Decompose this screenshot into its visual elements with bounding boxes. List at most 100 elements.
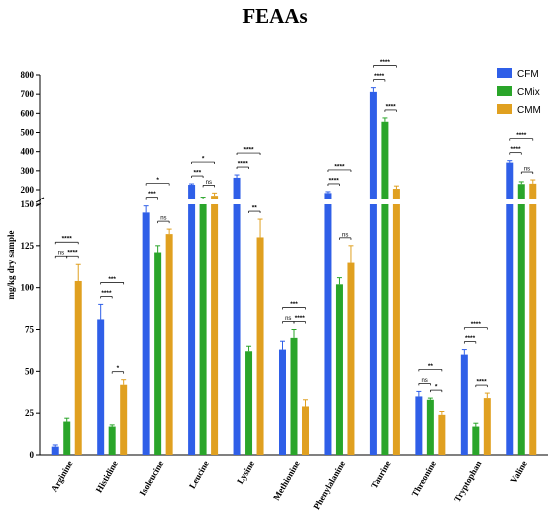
x-tick-label-histidine: Histidine: [94, 459, 120, 494]
bar-cmm-taurine: [392, 189, 400, 455]
significance-label: ***: [108, 276, 116, 283]
significance-label: ****: [101, 290, 112, 297]
significance-label: ns: [285, 316, 291, 322]
y-tick-label: 200: [21, 185, 35, 195]
significance-label: ns: [160, 216, 166, 222]
significance-label: ****: [243, 147, 254, 154]
bar-cmm-methionine: [302, 406, 309, 455]
y-tick-label: 700: [21, 89, 35, 99]
bar-cmm-phenylalanine: [347, 262, 355, 455]
significance-label: ****: [238, 161, 249, 168]
x-tick-label-methionine: Methionine: [271, 459, 302, 502]
significance-label: ****: [380, 59, 391, 66]
x-tick-label-isoleucine: Isoleucine: [137, 459, 165, 497]
significance-label: ****: [465, 335, 476, 342]
significance-annotations: ns *******************ns****ns***********…: [54, 59, 534, 393]
bar-cfm-taurine: [369, 91, 377, 455]
bar-cfm-leucine: [188, 185, 196, 455]
significance-label: ****: [62, 236, 73, 243]
significance-label: ****: [329, 177, 340, 184]
bar-cmm-histidine: [120, 384, 128, 455]
y-tick-label: 100: [21, 283, 35, 293]
y-tick-label: 25: [25, 408, 35, 418]
significance-label: ****: [67, 250, 78, 257]
significance-label: ***: [148, 191, 156, 198]
bar-cmix-lysine: [245, 351, 253, 455]
y-tick-label: 75: [25, 325, 35, 335]
y-tick-label: 600: [21, 108, 35, 118]
significance-label: ****: [374, 73, 385, 80]
bar-cfm-methionine: [279, 349, 286, 455]
bar-cmix-valine: [517, 184, 525, 455]
axis-break-mark: [35, 197, 45, 203]
bar-cmix-histidine: [108, 426, 116, 455]
bar-cfm-phenylalanine: [324, 193, 332, 456]
significance-label: *: [435, 384, 438, 391]
significance-label: ns: [206, 180, 212, 186]
y-tick-label: 500: [21, 128, 35, 138]
bar-cfm-lysine: [233, 177, 241, 456]
chart-title: FEAAs: [242, 4, 307, 28]
significance-label: ****: [471, 321, 482, 328]
x-tick-label-arginine: Arginine: [49, 459, 75, 493]
y-tick-label: 50: [25, 366, 35, 376]
x-tick-label-phenylalanine: Phenylalanine: [311, 459, 347, 511]
legend: CFM CMix CMM: [497, 68, 541, 116]
x-tick-label-leucine: Leucine: [187, 459, 211, 490]
bar-cmm-lysine: [256, 237, 264, 455]
bar-cmm-leucine: [211, 196, 219, 455]
significance-label: **: [252, 205, 258, 212]
x-tick-label-threonine: Threonine: [410, 459, 439, 499]
bar-cfm-tryptophan: [460, 354, 468, 455]
significance-label: ****: [477, 379, 488, 386]
significance-label: *: [202, 156, 205, 163]
x-tick-labels: Arginine Histidine Isoleucine Leucine Lysine…: [49, 459, 529, 511]
bar-cmix-phenylalanine: [335, 284, 343, 455]
bar-cmix-isoleucine: [154, 252, 162, 455]
bars: [41, 87, 548, 456]
significance-label: ****: [386, 103, 397, 110]
significance-label: ***: [290, 301, 298, 308]
bar-cmix-tryptophan: [472, 426, 480, 455]
bar-cfm-isoleucine: [142, 212, 150, 455]
y-tick-label: 800: [21, 70, 35, 80]
y-tick-label: 150: [21, 199, 35, 209]
bar-cmix-methionine: [290, 337, 298, 455]
significance-label: ****: [510, 146, 521, 153]
significance-label: *: [156, 177, 159, 184]
x-tick-label-valine: Valine: [508, 459, 529, 485]
bar-cmix-leucine: [199, 199, 207, 455]
axis-break-band: [41, 199, 548, 204]
y-tick-label: 125: [21, 241, 35, 251]
bar-cfm-threonine: [415, 396, 423, 455]
bar-cmix-taurine: [381, 121, 389, 456]
bar-cmm-valine: [529, 183, 537, 455]
x-tick-label-tryptophan: Tryptophan: [452, 459, 484, 504]
significance-label: ****: [334, 163, 345, 170]
bar-cmm-threonine: [438, 414, 446, 455]
bar-cmix-threonine: [426, 399, 434, 455]
y-tick-label: 300: [21, 166, 35, 176]
legend-swatch-cfm: [497, 68, 512, 78]
y-axis-label: mg/kg dry sample: [6, 230, 16, 299]
significance-label: ***: [194, 170, 202, 177]
legend-swatch-cmix: [497, 86, 512, 96]
bar-cfm-arginine: [51, 446, 59, 455]
significance-label: *: [117, 365, 120, 372]
bar-cmix-arginine: [63, 421, 71, 455]
bar-cmm-tryptophan: [483, 398, 491, 455]
x-tick-label-taurine: Taurine: [369, 459, 393, 490]
x-tick-label-lysine: Lysine: [235, 459, 256, 486]
significance-label: ns: [421, 378, 427, 384]
bar-cmm-arginine: [74, 280, 82, 455]
legend-label-cmm: CMM: [517, 105, 541, 116]
legend-label-cmix: CMix: [517, 87, 540, 98]
significance-label: ns: [342, 232, 348, 238]
bar-cfm-valine: [506, 162, 514, 455]
bar-cfm-histidine: [97, 319, 105, 455]
significance-label: ns: [524, 167, 530, 173]
legend-swatch-cmm: [497, 104, 512, 114]
significance-label: ****: [516, 132, 527, 139]
significance-label: **: [428, 363, 434, 370]
